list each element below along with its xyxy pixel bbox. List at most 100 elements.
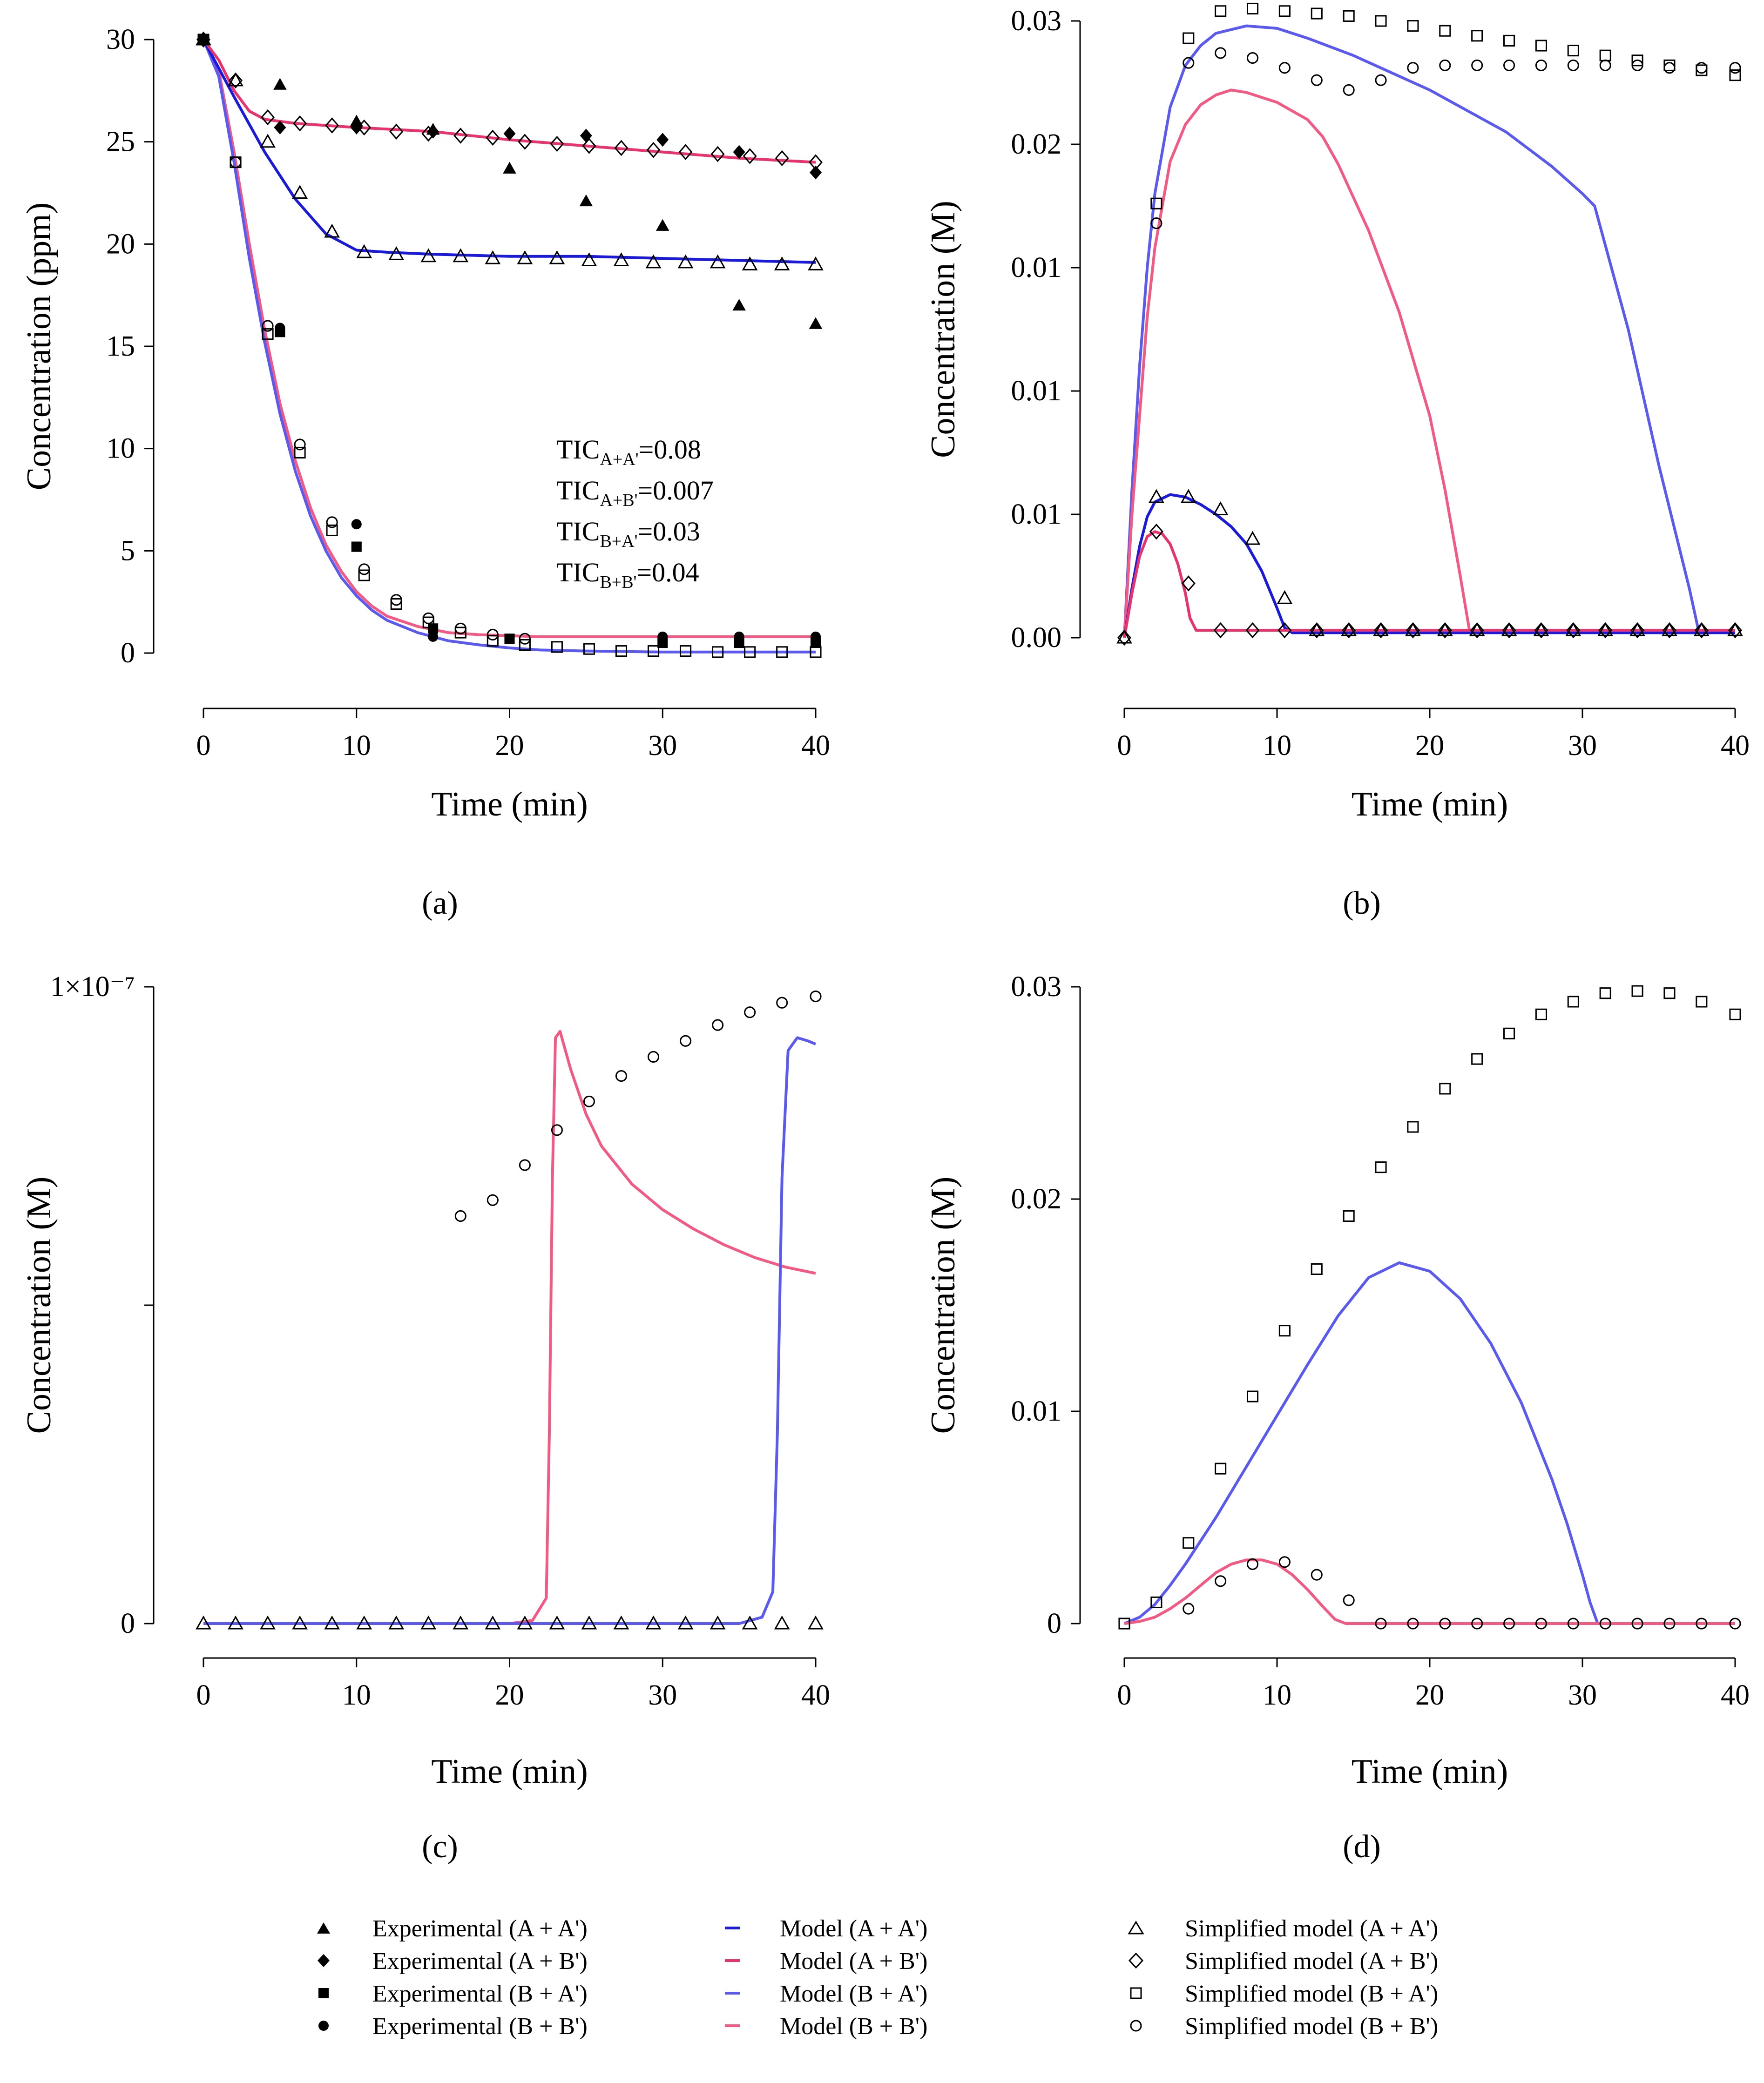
triangle-filled-marker xyxy=(732,299,746,310)
x-tick-label: 30 xyxy=(648,730,677,762)
circle-filled-marker xyxy=(504,634,514,644)
legend-label: Experimental (A + B') xyxy=(372,1948,588,1975)
legend-item: Simplified model (A + A') xyxy=(1129,1915,1438,1942)
annotation-base: TIC xyxy=(556,434,600,465)
x-tick-label: 30 xyxy=(1568,730,1597,762)
triangle-open-marker xyxy=(809,258,823,270)
circle-open-marker xyxy=(1279,63,1290,73)
panel-d: 0 10 20 30 4000.010.020.03Time (min)Concentr… xyxy=(924,971,1750,1865)
legend-item: Simplified model (A + B') xyxy=(1129,1948,1438,1975)
series-markers xyxy=(1151,48,1740,229)
y-tick-label: 30 xyxy=(106,24,135,55)
series-markers xyxy=(197,33,822,169)
x-axis-title: Time (min) xyxy=(431,1753,588,1791)
x-axis-title: Time (min) xyxy=(1352,1753,1508,1791)
square-open-marker xyxy=(1311,8,1322,19)
model-line xyxy=(1124,1560,1735,1624)
legend-item: Experimental (B + B') xyxy=(318,2013,588,2040)
model-line xyxy=(203,40,816,263)
circle-filled-icon xyxy=(318,2021,329,2031)
triangle-open-marker xyxy=(809,1617,823,1629)
circle-open-marker xyxy=(1504,60,1514,70)
annotation-subscript: B+B' xyxy=(600,573,636,592)
square-open-marker xyxy=(584,644,594,654)
diamond-open-icon xyxy=(1129,1954,1142,1968)
circle-open-marker xyxy=(455,1211,466,1221)
diamond-open-marker xyxy=(776,151,788,165)
x-tick-label: 30 xyxy=(648,1679,677,1711)
square-open-marker xyxy=(487,636,498,646)
circle-open-marker xyxy=(423,613,433,623)
square-open-marker xyxy=(1408,21,1418,31)
circle-open-marker xyxy=(1344,1595,1354,1605)
square-open-marker xyxy=(1696,997,1707,1007)
y-axis-title: Concentration (M) xyxy=(924,1177,962,1434)
y-tick-label: 10 xyxy=(106,433,135,465)
series-markers xyxy=(1183,1557,1740,1629)
y-tick-label: 0 xyxy=(1047,1608,1061,1639)
square-open-marker xyxy=(1344,1211,1354,1221)
square-open-marker xyxy=(1568,46,1578,56)
figure-canvas: 0 10 20 30 40051015202530Time (min)Concentra… xyxy=(0,0,1764,2083)
y-tick-label: 0.02 xyxy=(1011,1183,1062,1215)
series-markers xyxy=(1118,525,1741,645)
legend-item: Experimental (B + A') xyxy=(318,1981,588,2007)
circle-open-marker xyxy=(584,1096,594,1106)
y-tick-label: 1×10⁻⁷ xyxy=(50,971,135,1003)
triangle-filled-marker xyxy=(656,219,669,230)
circle-filled-marker xyxy=(351,519,362,529)
model-line xyxy=(1124,1263,1735,1624)
legend-label: Simplified model (A + B') xyxy=(1185,1948,1438,1975)
triangle-open-marker xyxy=(261,135,275,147)
x-tick-label: 40 xyxy=(801,1679,830,1711)
series-markers xyxy=(198,34,530,644)
y-tick-label: 25 xyxy=(106,126,135,158)
square-open-marker xyxy=(1408,1122,1418,1132)
triangle-filled-marker xyxy=(809,317,823,329)
panel-label: (b) xyxy=(1343,885,1381,921)
x-tick-label: 10 xyxy=(1263,1679,1291,1711)
circle-open-marker xyxy=(1440,60,1450,70)
x-tick-label: 40 xyxy=(1721,730,1750,762)
square-open-marker xyxy=(1536,40,1546,51)
triangle-filled-icon xyxy=(317,1922,330,1934)
y-axis-title: Concentration (M) xyxy=(20,1177,58,1434)
circle-open-marker xyxy=(745,1007,755,1018)
square-open-marker xyxy=(1440,1084,1450,1094)
square-open-marker xyxy=(1216,1463,1226,1474)
legend-item: Model (B + A') xyxy=(725,1981,927,2007)
annotation-value: =0.08 xyxy=(639,434,701,465)
circle-filled-marker xyxy=(275,323,285,333)
circle-open-marker xyxy=(713,1020,723,1030)
circle-open-marker xyxy=(1247,53,1257,63)
square-open-marker xyxy=(1183,1538,1194,1548)
x-tick-label: 0 xyxy=(1117,730,1132,762)
circle-open-marker xyxy=(1664,63,1675,73)
model-line xyxy=(203,1031,816,1624)
annotation-value: =0.007 xyxy=(638,475,714,506)
triangle-open-marker xyxy=(293,186,307,198)
square-filled-marker xyxy=(351,541,362,552)
circle-open-marker xyxy=(1730,63,1740,73)
series-markers xyxy=(1118,491,1742,643)
legend-label: Simplified model (B + B') xyxy=(1185,2013,1438,2040)
circle-open-marker xyxy=(648,1052,658,1062)
circle-open-marker xyxy=(1216,48,1226,58)
square-open-marker xyxy=(1696,65,1707,75)
x-tick-label: 20 xyxy=(1415,1679,1444,1711)
square-filled-icon xyxy=(318,1988,329,1998)
square-open-marker xyxy=(1344,11,1354,21)
circle-filled-marker xyxy=(734,632,744,642)
square-open-marker xyxy=(1376,16,1386,26)
legend-label: Experimental (A + A') xyxy=(372,1915,588,1942)
legend-label: Model (A + B') xyxy=(780,1948,927,1975)
triangle-filled-marker xyxy=(580,195,593,206)
annotation-value: =0.04 xyxy=(636,557,699,587)
annotation-value: =0.03 xyxy=(638,516,700,546)
legend-item: Model (A + B') xyxy=(725,1948,927,1975)
y-tick-label: 0.02 xyxy=(1011,128,1062,160)
square-open-marker xyxy=(1730,1009,1740,1019)
triangle-open-icon xyxy=(1129,1922,1143,1934)
annotation-subscript: A+B' xyxy=(600,491,637,510)
legend-simplified: Simplified model (A + A') Simplified mod… xyxy=(1129,1915,1438,2040)
